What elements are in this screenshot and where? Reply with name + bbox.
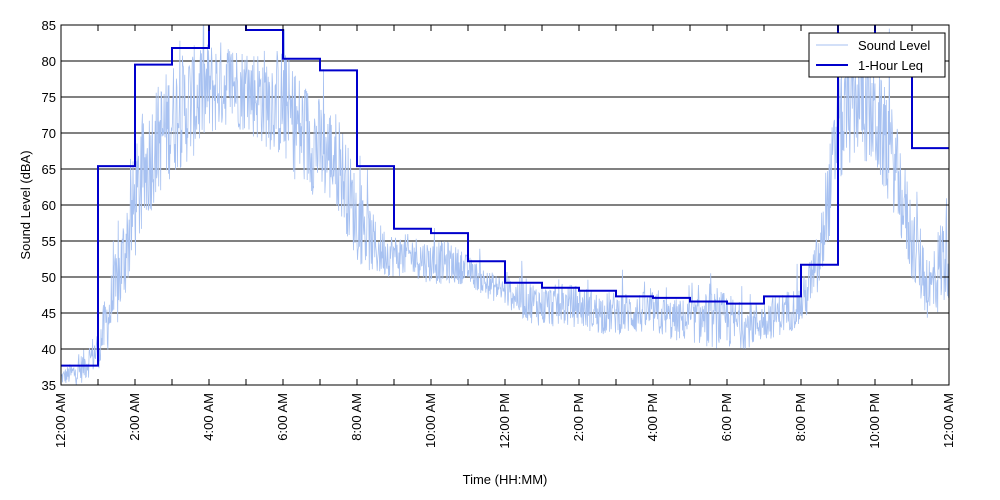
- y-tick-label: 65: [42, 162, 56, 177]
- y-tick-label: 75: [42, 90, 56, 105]
- y-tick-label: 60: [42, 198, 56, 213]
- y-tick-label: 70: [42, 126, 56, 141]
- x-tick-label: 12:00 AM: [53, 393, 68, 448]
- x-tick-label: 8:00 PM: [793, 393, 808, 441]
- legend-label-sound-level: Sound Level: [858, 38, 930, 53]
- y-tick-label: 50: [42, 270, 56, 285]
- x-tick-label: 10:00 PM: [867, 393, 882, 449]
- y-tick-label: 85: [42, 18, 56, 33]
- series-line-sound-level: [61, 25, 949, 385]
- x-tick-label: 12:00 AM: [941, 393, 956, 448]
- y-tick-label: 55: [42, 234, 56, 249]
- x-tick-label: 2:00 PM: [571, 393, 586, 441]
- x-tick-label: 10:00 AM: [423, 393, 438, 448]
- x-tick-label: 12:00 PM: [497, 393, 512, 449]
- legend-box: [808, 32, 946, 78]
- x-tick-label: 2:00 AM: [127, 393, 142, 441]
- y-tick-label: 35: [42, 378, 56, 393]
- x-tick-label: 4:00 PM: [645, 393, 660, 441]
- legend-label-1-hour-leq: 1-Hour Leq: [858, 58, 923, 73]
- x-axis-label: Time (HH:MM): [463, 472, 548, 487]
- legend: Sound Level 1-Hour Leq: [808, 32, 946, 78]
- y-axis-label: Sound Level (dBA): [18, 150, 33, 259]
- x-tick-label: 6:00 PM: [719, 393, 734, 441]
- x-tick-label: 6:00 AM: [275, 393, 290, 441]
- x-tick-label: 8:00 AM: [349, 393, 364, 441]
- y-tick-label: 80: [42, 54, 56, 69]
- x-tick-label: 4:00 AM: [201, 393, 216, 441]
- tick-layer: [60, 24, 950, 386]
- y-tick-label: 45: [42, 306, 56, 321]
- axis-tick-labels: 35 40 45 50 55 60 65 70 75 80 85 12:00 AM 2:00 AM 4:0…: [42, 18, 956, 449]
- y-tick-label: 40: [42, 342, 56, 357]
